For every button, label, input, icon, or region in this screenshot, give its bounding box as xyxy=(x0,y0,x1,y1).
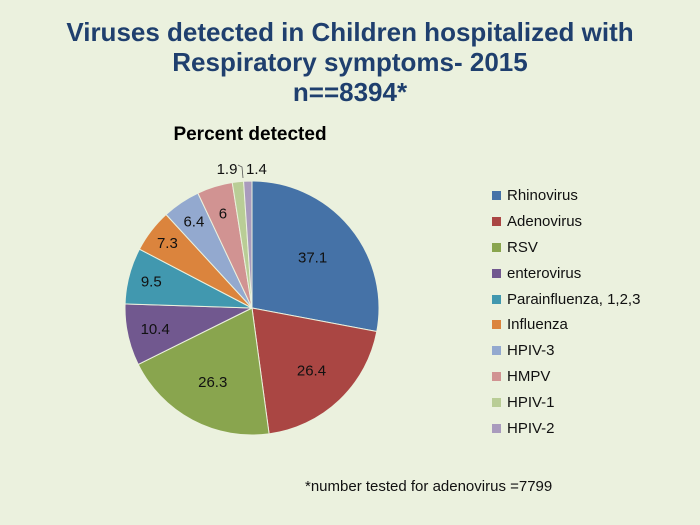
data-label: 6 xyxy=(219,205,227,222)
chart-title-line-1: Viruses detected in Children hospitalize… xyxy=(66,17,634,47)
data-label: 37.1 xyxy=(298,250,327,267)
legend-label: HPIV-2 xyxy=(507,419,555,437)
legend-label: RSV xyxy=(507,238,538,256)
data-label: 6.4 xyxy=(183,214,204,231)
legend-item: HPIV-1 xyxy=(492,389,640,415)
legend-item: HPIV-3 xyxy=(492,338,640,364)
data-label: 26.3 xyxy=(198,374,227,391)
legend-label: Parainfluenza, 1,2,3 xyxy=(507,290,641,308)
legend-swatch xyxy=(492,320,501,330)
data-label: 9.5 xyxy=(141,274,162,291)
legend-item: HPIV-2 xyxy=(492,415,640,441)
footnote: *number tested for adenovirus =7799 xyxy=(305,478,553,495)
legend-swatch xyxy=(492,242,501,252)
data-label: 26.4 xyxy=(297,363,326,380)
data-label: 10.4 xyxy=(141,321,170,338)
leader-line xyxy=(237,164,244,179)
legend-item: Parainfluenza, 1,2,3 xyxy=(492,286,640,312)
legend-label: HMPV xyxy=(507,367,551,385)
pie-slice-hpiv-2 xyxy=(243,180,253,309)
legend-swatch xyxy=(492,217,501,227)
legend-item: Rhinovirus xyxy=(492,183,640,209)
legend-item: RSV xyxy=(492,235,640,261)
legend-item: HMPV xyxy=(492,364,640,390)
legend-swatch xyxy=(492,294,501,304)
legend-item: Adenovirus xyxy=(492,209,640,235)
legend-swatch xyxy=(492,423,501,433)
legend-label: enterovirus xyxy=(507,264,582,282)
data-label: 1.9 xyxy=(217,161,238,178)
legend-swatch xyxy=(492,397,501,407)
chart-subtitle: Percent detected xyxy=(173,124,327,145)
legend-label: HPIV-1 xyxy=(507,393,555,411)
legend-swatch xyxy=(492,371,501,381)
legend: Rhinovirus Adenovirus RSV enterovirus Parain… xyxy=(492,183,640,441)
pie-slice-rsv xyxy=(137,307,270,436)
data-label: 7.3 xyxy=(157,235,178,252)
pie-slice-rhinovirus xyxy=(251,180,380,333)
legend-label: Influenza xyxy=(507,316,568,334)
chart-title-line-3: n==8394* xyxy=(292,77,408,107)
legend-item: enterovirus xyxy=(492,260,640,286)
chart-title-line-2: Respiratory symptoms- 2015 xyxy=(172,47,528,77)
legend-label: Rhinovirus xyxy=(507,187,578,205)
legend-label: HPIV-3 xyxy=(507,342,555,360)
pie-slice-adenovirus xyxy=(251,307,378,435)
legend-swatch xyxy=(492,346,501,356)
legend-label: Adenovirus xyxy=(507,213,583,231)
legend-swatch xyxy=(492,268,501,278)
legend-item: Influenza xyxy=(492,312,640,338)
data-label: 1.4 xyxy=(246,161,267,178)
legend-swatch xyxy=(492,191,501,201)
